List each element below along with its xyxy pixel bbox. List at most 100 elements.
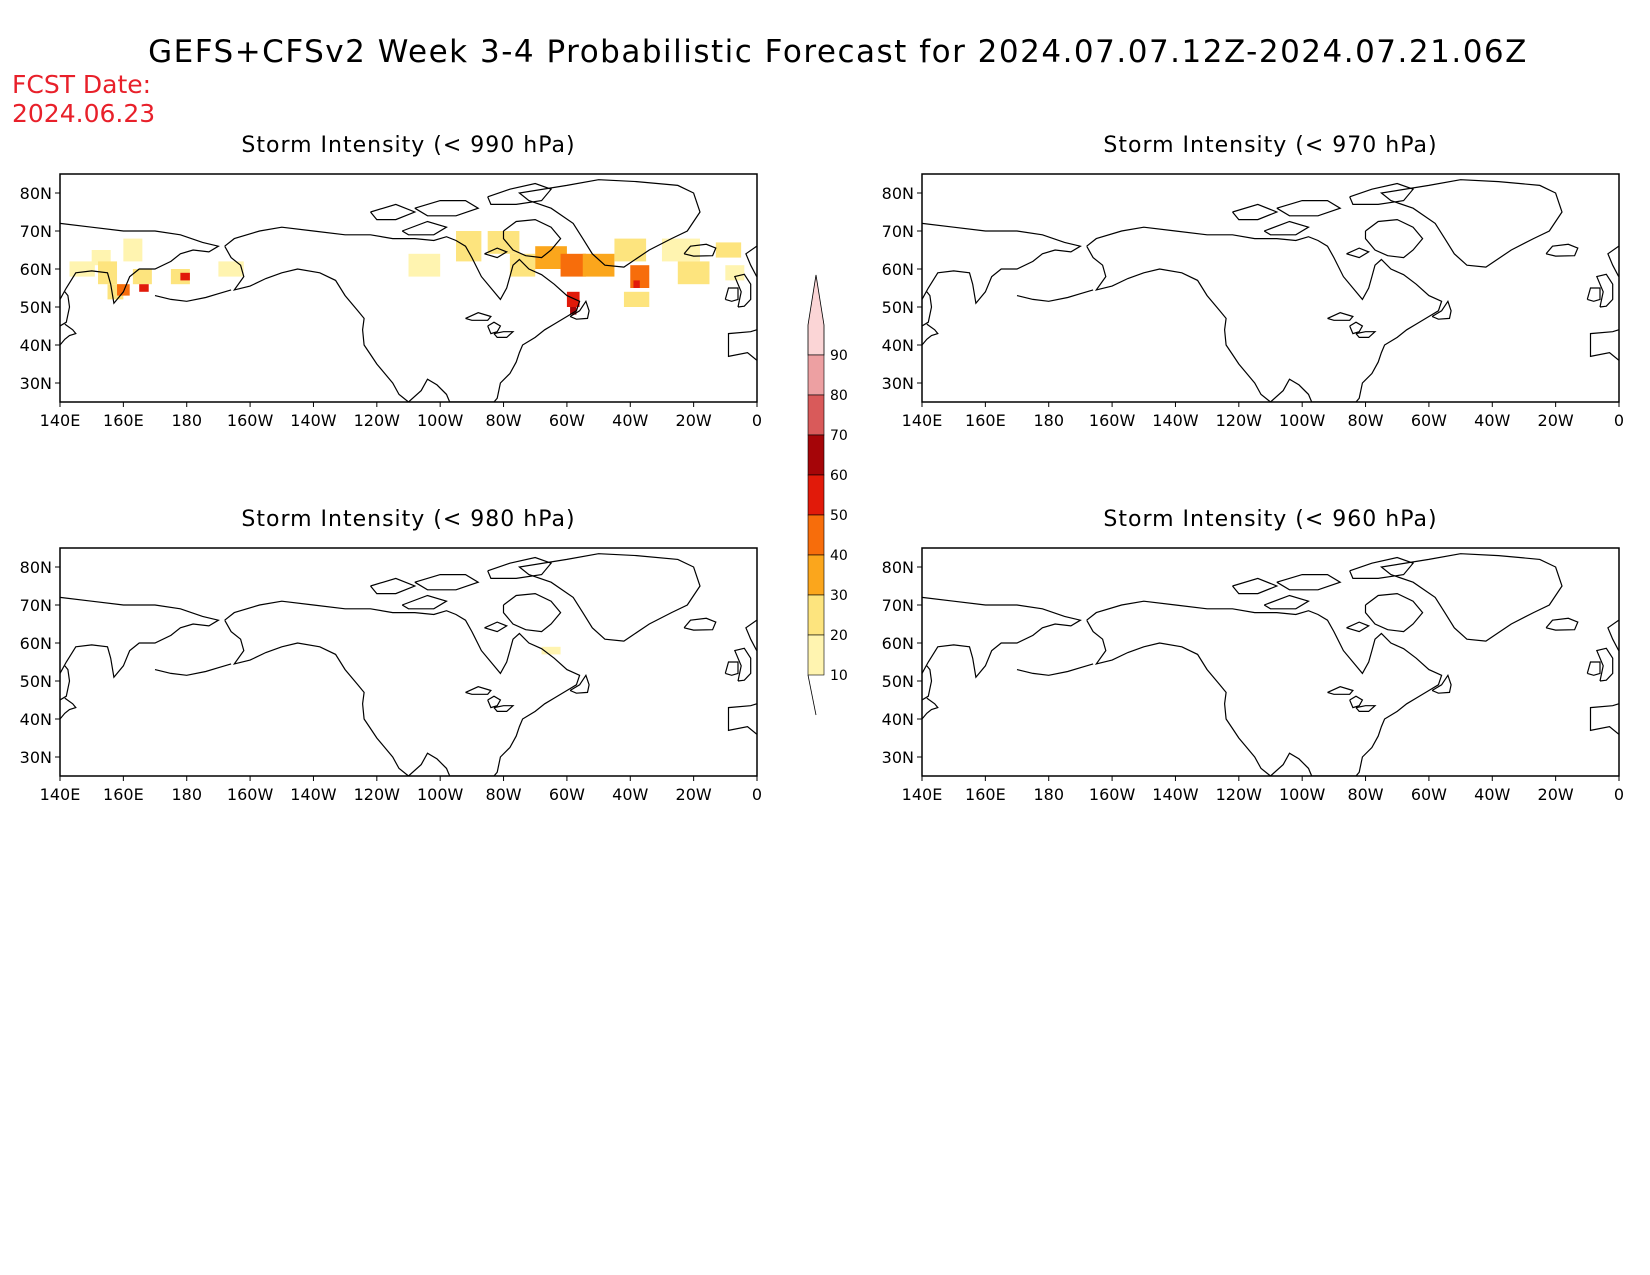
coastline — [1346, 247, 1371, 259]
colorbar-segment — [807, 514, 825, 556]
probability-cell — [633, 280, 640, 288]
lon-tick-label: 20W — [1538, 411, 1574, 430]
lon-tick-label: 160E — [103, 785, 144, 804]
lat-tick-label: 30N — [20, 748, 52, 767]
lon-tick-label: 60W — [549, 785, 585, 804]
coastline — [502, 218, 562, 259]
coastline — [1349, 556, 1415, 579]
coastline — [60, 596, 220, 679]
coastline — [1016, 289, 1094, 302]
lon-tick-label: 180 — [1033, 785, 1064, 804]
coastline — [154, 289, 232, 302]
colorbar-label: 70 — [830, 428, 848, 444]
coastline — [517, 179, 701, 268]
coastline — [1086, 600, 1443, 776]
colorbar-segment — [807, 554, 825, 596]
lat-tick-label: 30N — [882, 374, 914, 393]
probability-cell — [509, 253, 536, 277]
probability-cell — [117, 284, 130, 296]
coastline — [484, 247, 509, 259]
coastline — [1545, 243, 1579, 257]
coastline — [569, 673, 590, 694]
lon-tick-label: 160E — [965, 411, 1006, 430]
lon-tick-label: 140E — [902, 785, 943, 804]
probability-cell — [123, 238, 143, 262]
map-frame — [921, 547, 1620, 777]
coastline — [414, 200, 480, 217]
coastline — [683, 243, 717, 257]
coastline — [1016, 663, 1094, 676]
coastline — [370, 577, 417, 595]
coastline — [60, 323, 77, 346]
coastline — [502, 592, 562, 633]
coastline — [1589, 329, 1619, 361]
coastline — [60, 291, 71, 327]
coastline — [465, 686, 492, 695]
probability-cell — [661, 238, 700, 262]
panel-title: Storm Intensity (< 990 hPa) — [241, 133, 575, 158]
lon-tick-label: 140E — [902, 411, 943, 430]
lon-tick-label: 140W — [290, 785, 337, 804]
colorbar-label: 20 — [830, 628, 848, 644]
lon-tick-label: 0 — [1614, 411, 1624, 430]
probability-colorbar: 10 20 30 40 50 60 70 80 90 — [807, 274, 848, 716]
coastline — [60, 665, 71, 701]
coastline — [493, 705, 515, 712]
lat-tick-label: 40N — [882, 710, 914, 729]
coastline — [922, 291, 933, 327]
map-frame — [921, 173, 1620, 403]
coastline — [1349, 695, 1364, 709]
lon-tick-label: 60W — [1411, 785, 1447, 804]
coastline — [1589, 703, 1619, 735]
coastline — [1431, 673, 1452, 694]
lon-tick-label: 60W — [549, 411, 585, 430]
colorbar-segment — [807, 394, 825, 436]
lon-tick-label: 160W — [1089, 411, 1136, 430]
coastline — [922, 596, 1082, 679]
coastline — [1276, 200, 1342, 217]
lon-tick-label: 20W — [676, 785, 712, 804]
lon-tick-label: 20W — [1538, 785, 1574, 804]
lon-tick-label: 180 — [171, 785, 202, 804]
lon-tick-label: 40W — [1474, 411, 1510, 430]
lon-tick-label: 120W — [1216, 411, 1263, 430]
lon-tick-label: 40W — [1474, 785, 1510, 804]
probability-cell — [570, 307, 577, 315]
panel-title: Storm Intensity (< 970 hPa) — [1103, 133, 1437, 158]
coastline — [465, 312, 492, 321]
coastline — [154, 663, 232, 676]
lon-tick-label: 100W — [1279, 411, 1326, 430]
map-panels: Storm Intensity (< 990 hPa) 140E 160E 180 16… — [20, 133, 1624, 804]
coastline — [1586, 287, 1601, 302]
coastline — [487, 182, 553, 205]
lat-tick-label: 30N — [20, 374, 52, 393]
coastline — [727, 329, 757, 361]
colorbar-segment — [807, 354, 825, 396]
lat-tick-label: 50N — [20, 672, 52, 691]
map-frame — [59, 547, 758, 777]
coastline — [224, 226, 581, 402]
lon-tick-label: 160E — [965, 785, 1006, 804]
coastline — [401, 594, 448, 610]
lat-tick-label: 50N — [882, 672, 914, 691]
coastline — [487, 556, 553, 579]
coastline — [1607, 245, 1619, 277]
lon-tick-label: 80W — [1347, 411, 1383, 430]
lon-tick-label: 120W — [354, 411, 401, 430]
coastline — [1545, 617, 1579, 631]
lat-tick-label: 60N — [20, 260, 52, 279]
map-panel-990: Storm Intensity (< 990 hPa) 140E 160E 180 16… — [20, 133, 762, 430]
coastline — [1364, 218, 1424, 259]
coastline — [414, 574, 480, 591]
coastline — [401, 220, 448, 236]
coastline — [1595, 273, 1614, 308]
coastline — [1263, 594, 1310, 610]
lon-tick-label: 80W — [1347, 785, 1383, 804]
coastline — [1431, 299, 1452, 320]
lon-tick-label: 40W — [612, 411, 648, 430]
coastline — [922, 697, 939, 720]
coastline — [517, 553, 701, 642]
coastline — [724, 661, 739, 676]
lon-tick-label: 160E — [103, 411, 144, 430]
